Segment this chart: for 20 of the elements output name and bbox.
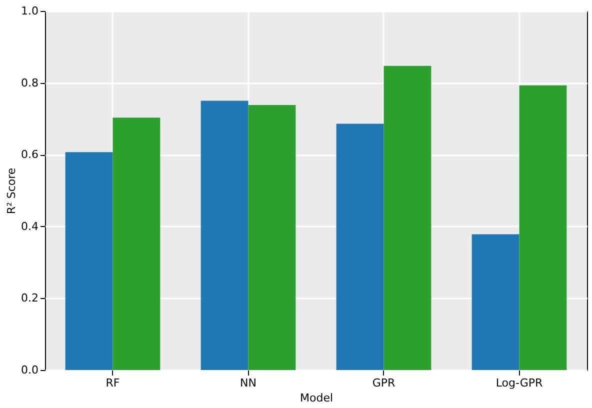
bar	[336, 124, 384, 370]
x-tick-label: NN	[240, 376, 256, 390]
bar	[112, 118, 160, 370]
bar	[248, 105, 296, 370]
bar	[200, 100, 248, 370]
y-tick-label: 0.8	[21, 76, 38, 90]
bar	[519, 85, 567, 370]
x-axis-title: Model	[300, 392, 334, 404]
bar	[65, 152, 113, 370]
y-tick-label: 1.0	[21, 4, 38, 18]
bar	[472, 234, 520, 370]
x-tick-label: Log-GPR	[496, 376, 544, 390]
y-tick-label: 0.0	[21, 364, 38, 376]
y-tick-label: 0.6	[21, 148, 38, 162]
x-tick-label: RF	[106, 376, 120, 390]
y-axis-title: R² Score	[5, 168, 18, 214]
bar	[384, 66, 432, 370]
x-tick-label: GPR	[372, 376, 396, 390]
y-tick-label: 0.2	[21, 292, 38, 305]
y-tick-label: 0.4	[21, 220, 38, 233]
